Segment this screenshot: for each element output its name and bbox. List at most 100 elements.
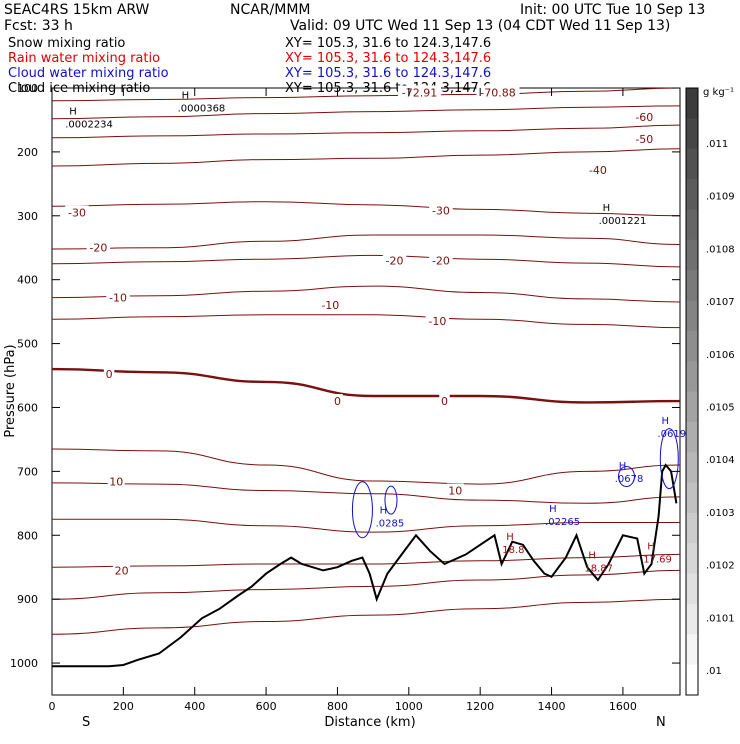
isotherm-label-bg-16 <box>107 474 125 487</box>
colorbar-label-1: .0101 <box>706 613 735 624</box>
isotherm-line-9 <box>51 367 681 404</box>
y-tick-label-0: 100 <box>17 82 38 95</box>
isotherm-label-bg-13 <box>103 367 115 380</box>
isotherm-line-5 <box>51 234 681 250</box>
center-title: NCAR/MMM <box>230 2 311 18</box>
isotherm-label-bg-8 <box>382 253 407 266</box>
colorbar-label-10: .011 <box>706 139 728 150</box>
y-tick-label-5: 600 <box>17 401 38 414</box>
colorbar-cell-1 <box>686 118 698 150</box>
x-tick-label-6: 1200 <box>466 700 494 713</box>
colorbar-cell-0 <box>686 88 698 119</box>
isotherm-label-11: -10 <box>321 299 339 312</box>
max-marker-0: H <box>69 107 77 118</box>
field-xy-rain: XY= 105.3, 31.6 to 124.3,147.6 <box>285 51 491 66</box>
max-marker-1: H <box>182 91 190 102</box>
colorbar-label-7: .0107 <box>706 297 735 308</box>
x-tick-label-0: 0 <box>49 700 56 713</box>
isotherm-line-15 <box>51 598 681 635</box>
isotherm-label-4: -40 <box>589 164 607 177</box>
y-tick-label-4: 500 <box>17 338 38 351</box>
max-value-9: 17.69 <box>643 555 672 566</box>
isotherm-label-14: 0 <box>334 395 341 408</box>
colorbar-cell-10 <box>686 391 698 423</box>
colorbar-cell-2 <box>686 148 698 180</box>
colorbar-cell-11 <box>686 421 698 453</box>
isotherm-label-2: -60 <box>635 111 653 124</box>
init-time: Init: 00 UTC Tue 10 Sep 13 <box>520 2 705 18</box>
max-marker-2: H <box>603 203 611 214</box>
isotherm-label-bg-2 <box>632 109 657 122</box>
isotherm-line-11 <box>51 482 681 504</box>
colorbar-cell-5 <box>686 239 698 271</box>
cloud-water-contour-2 <box>617 465 635 487</box>
max-marker-3: H <box>380 505 388 516</box>
y-tick-label-2: 300 <box>17 210 38 223</box>
x-tick-label-5: 1000 <box>395 700 423 713</box>
x-tick-label-1: 200 <box>113 700 134 713</box>
max-marker-6: H <box>662 416 670 427</box>
colorbar-cell-12 <box>686 452 698 484</box>
plot-frame <box>51 87 681 696</box>
colorbar-cell-3 <box>686 179 698 210</box>
isotherm-line-6 <box>51 254 681 268</box>
isotherm-label-bg-15 <box>439 394 450 407</box>
y-axis-label: Pressure (hPa) <box>3 344 18 437</box>
isotherm-label-bg-14 <box>332 394 343 407</box>
isotherm-label-15: 0 <box>441 395 448 408</box>
isotherm-label-18: 20 <box>115 564 129 577</box>
cloud-water-contour-1 <box>384 485 398 515</box>
colorbar-label-8: .0108 <box>706 244 735 255</box>
isotherm-label-bg-6 <box>429 203 453 216</box>
isotherm-line-13 <box>51 553 681 568</box>
max-value-1: .0000368 <box>178 104 226 115</box>
isotherm-label-7: -20 <box>89 242 107 255</box>
colorbar-cell-18 <box>686 634 698 666</box>
colorbar-cell-6 <box>686 270 698 301</box>
isotherm-label-bg-10 <box>106 290 130 303</box>
isotherm-label-5: -30 <box>68 207 86 220</box>
isotherm-label-13: 0 <box>106 368 113 381</box>
forecast-hour: Fcst: 33 h <box>4 18 73 34</box>
y-tick-label-9: 1000 <box>10 657 38 670</box>
cloud-water-contour-3 <box>659 428 679 490</box>
colorbar-cell-8 <box>686 330 698 362</box>
colorbar-cell-15 <box>686 543 698 575</box>
colorbar-label-9: .0109 <box>706 192 735 203</box>
y-tick-label-6: 700 <box>17 465 38 478</box>
isotherm-label-8: -20 <box>386 255 404 268</box>
isotherm-label-bg-4 <box>586 162 610 175</box>
isotherm-label-3: -50 <box>635 133 653 146</box>
isotherm-label-0: -72.91 <box>402 86 437 99</box>
isotherm-line-7 <box>51 285 681 303</box>
max-marker-9: H <box>647 542 655 553</box>
y-tick-label-7: 800 <box>17 529 38 542</box>
isotherm-label-bg-12 <box>425 314 450 327</box>
colorbar: .01 .0101 .0102 .0103 .0104 .0105 .0106 .0107 .0… <box>685 87 735 696</box>
x-tick-label-2: 400 <box>184 700 205 713</box>
colorbar-frame <box>685 87 699 696</box>
isotherm-layer <box>51 87 681 635</box>
max-value-7: 18.8 <box>502 545 524 556</box>
isotherm-label-6: -30 <box>432 205 450 218</box>
isotherm-line-8 <box>51 314 681 329</box>
colorbar-unit: g kg⁻¹ <box>703 87 734 98</box>
endpoint-north: N <box>656 715 666 730</box>
isotherm-label-9: -20 <box>432 255 450 268</box>
isotherm-line-4 <box>51 201 681 217</box>
colorbar-cell-17 <box>686 603 698 635</box>
max-value-3: .0285 <box>376 518 405 529</box>
isotherm-label-10: -10 <box>109 292 127 305</box>
isotherm-line-14 <box>51 569 681 600</box>
terrain-line <box>52 463 678 668</box>
x-tick-label-7: 1400 <box>538 700 566 713</box>
isotherm-label-16: 10 <box>109 476 123 489</box>
endpoint-south: S <box>82 715 90 730</box>
y-tick-label-8: 900 <box>17 593 38 606</box>
colorbar-cell-14 <box>686 512 698 544</box>
cloud-water-contour-0 <box>351 481 373 539</box>
max-value-4: .02265 <box>545 517 580 528</box>
max-value-5: .0678 <box>615 474 644 485</box>
